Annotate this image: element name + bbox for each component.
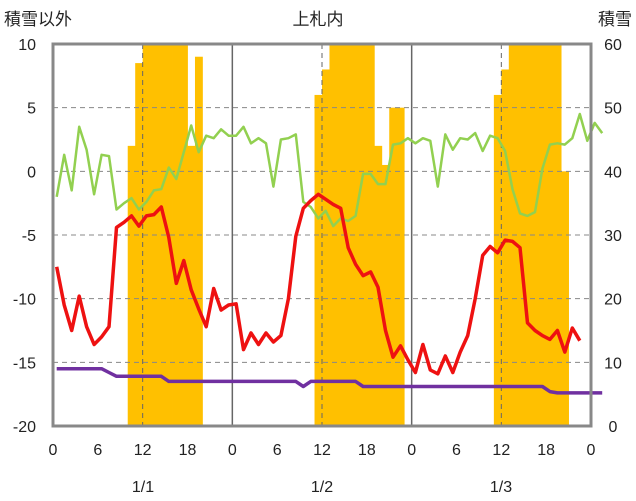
green-series-line: [55, 112, 604, 228]
left-axis-title: 積雪以外: [4, 10, 72, 29]
snow-bars: [127, 44, 569, 427]
x-tick-label: 18: [179, 442, 197, 459]
snow-bar: [516, 44, 525, 426]
left-tick-label: -15: [13, 355, 36, 372]
snow-bar: [501, 69, 510, 426]
snow-bar: [135, 63, 144, 426]
left-tick-label: -10: [13, 292, 36, 309]
snow-bar: [493, 94, 502, 426]
snow-bar: [127, 145, 136, 426]
chart-title: 上札内: [293, 10, 344, 29]
left-tick-label: 10: [18, 37, 36, 54]
snow-bar: [523, 44, 532, 426]
snow-bar: [322, 69, 330, 426]
right-tick-label: 40: [604, 164, 622, 181]
left-tick-label: -20: [13, 419, 36, 436]
gridlines: [53, 44, 591, 426]
day-label-2: 1/2: [311, 479, 333, 496]
x-tick-label: 0: [49, 442, 58, 459]
snow-bar: [389, 107, 398, 427]
x-tick-label: 12: [313, 442, 331, 459]
plot-frame: [51, 42, 593, 428]
x-tick-label: 6: [93, 442, 102, 459]
right-tick-label: 30: [604, 228, 622, 245]
x-tick-label: 0: [407, 442, 416, 459]
right-tick-label: 50: [604, 101, 622, 118]
purple-series-line: [56, 366, 603, 395]
left-tick-label: 5: [27, 101, 36, 118]
right-tick-label: 0: [609, 419, 618, 436]
snow-bar: [531, 44, 540, 426]
day-label-1: 1/1: [132, 479, 154, 496]
snow-bar: [194, 56, 203, 426]
snow-bar: [351, 44, 360, 426]
right-axis-title: 積雪: [598, 10, 632, 29]
x-tick-label: 0: [587, 442, 596, 459]
left-tick-label: -5: [22, 228, 36, 245]
right-tick-label: 60: [604, 37, 622, 54]
series-lines: [54, 112, 604, 395]
snow-bar: [314, 94, 323, 426]
x-tick-label: 18: [358, 442, 376, 459]
snow-bar: [381, 164, 390, 426]
snow-bar: [561, 171, 569, 426]
snow-bar: [336, 44, 345, 426]
snow-bar: [396, 107, 405, 427]
x-tick-label: 12: [134, 442, 152, 459]
right-tick-label: 20: [604, 292, 622, 309]
x-tick-label: 12: [492, 442, 510, 459]
x-tick-label: 6: [452, 442, 461, 459]
left-tick-label: 0: [27, 164, 36, 181]
right-tick-label: 10: [604, 355, 622, 372]
x-tick-label: 0: [228, 442, 237, 459]
snow-bar: [172, 44, 181, 426]
red-series-line: [54, 192, 582, 376]
x-tick-label: 6: [273, 442, 282, 459]
x-tick-label: 18: [537, 442, 555, 459]
day-label-3: 1/3: [490, 479, 512, 496]
snow-bar: [344, 44, 353, 426]
